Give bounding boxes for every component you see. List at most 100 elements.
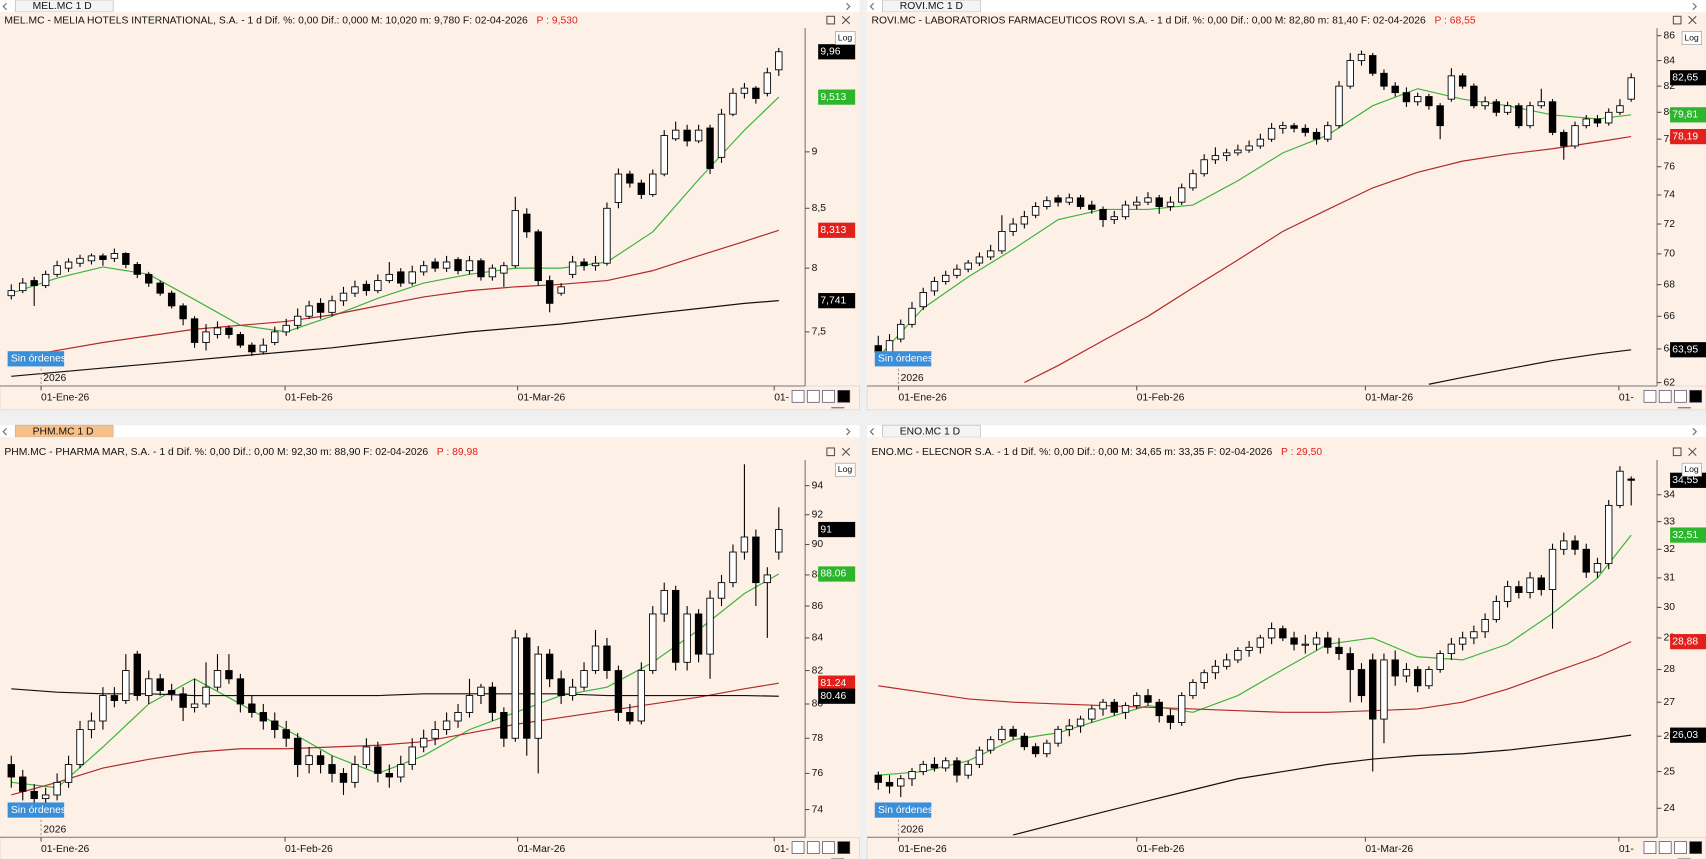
window-button[interactable] — [826, 15, 836, 25]
tab-arrow-left[interactable] — [2, 2, 7, 11]
y-tick-label: 32 — [1664, 544, 1676, 555]
candle-body-up — [1222, 659, 1231, 667]
chart-title: ROVI.MC - LABORATORIOS FARMACEUTICOS ROV… — [871, 15, 1426, 26]
orders-badge-label: Sin órdenes — [11, 354, 66, 365]
candle-body-up — [740, 536, 749, 553]
toolbar-button[interactable] — [837, 389, 851, 403]
moving-average — [11, 688, 779, 697]
toolbar-button[interactable] — [1643, 841, 1657, 854]
candle-body-up — [660, 589, 668, 615]
price-tag-label: 26,03 — [1672, 730, 1698, 741]
candle-body-down — [534, 231, 542, 282]
log-button[interactable] — [1681, 462, 1702, 477]
candle-body-down — [133, 653, 141, 696]
tab-arrow-right[interactable] — [846, 428, 851, 436]
close-button[interactable] — [841, 15, 851, 25]
toolbar-button[interactable] — [791, 389, 805, 403]
candle-body-down — [1425, 96, 1433, 107]
toolbar-button[interactable] — [1658, 841, 1672, 854]
price-tag — [1670, 527, 1706, 543]
candle-body-up — [1593, 563, 1602, 573]
candle-body-down — [1436, 105, 1444, 127]
candle-body-up — [568, 261, 577, 275]
log-button[interactable] — [1681, 31, 1702, 45]
candle-body-up — [1256, 637, 1265, 648]
x-tick-label: 01-Mar-26 — [1365, 393, 1413, 404]
candle-body-up — [1043, 200, 1051, 207]
window-button[interactable] — [826, 447, 836, 457]
tab-arrow-right[interactable] — [1692, 428, 1697, 436]
year-label: 2026 — [43, 824, 66, 835]
close-button[interactable] — [841, 447, 851, 456]
moving-average — [1428, 349, 1632, 385]
candle-body-up — [408, 746, 416, 765]
candle-body-down — [1560, 131, 1568, 147]
toolbar-button[interactable] — [806, 389, 820, 403]
window-button[interactable] — [1672, 15, 1682, 25]
toolbar-button[interactable] — [1689, 389, 1703, 403]
tab-arrow-right[interactable] — [846, 2, 851, 11]
toolbar-button[interactable] — [1643, 389, 1657, 403]
candle-body-down — [397, 271, 405, 284]
toolbar-button[interactable] — [806, 841, 820, 854]
bottom-bar — [866, 385, 1706, 411]
candle-body-up — [1616, 105, 1624, 113]
price-tag-label: 34,55 — [1672, 475, 1698, 486]
candle-body-down — [545, 280, 554, 304]
candle-body-up — [1211, 665, 1220, 674]
toolbar-button[interactable] — [837, 841, 851, 854]
candle-body-up — [763, 574, 772, 584]
x-tick-label: 01-Feb-26 — [285, 844, 333, 855]
toolbar-button[interactable] — [1674, 389, 1687, 403]
candle-body-up — [986, 250, 995, 258]
tab-arrow-left[interactable] — [869, 428, 875, 436]
candle-body-down — [1031, 746, 1040, 755]
x-tick-label: 01- — [774, 393, 789, 404]
tab-arrow-left[interactable] — [2, 428, 7, 436]
candle-body-up — [649, 173, 657, 195]
toolbar-button[interactable] — [822, 841, 835, 854]
candle-body-down — [1009, 728, 1017, 737]
toolbar-button[interactable] — [1689, 841, 1703, 854]
candle-body-down — [282, 729, 290, 739]
toolbar-button[interactable] — [1674, 841, 1687, 854]
price-tag-label: 28,88 — [1672, 636, 1698, 647]
toolbar-button[interactable] — [791, 841, 805, 854]
tab-arrow-right[interactable] — [1692, 2, 1697, 11]
window-button[interactable] — [1672, 447, 1682, 457]
candle-body-down — [1582, 548, 1590, 573]
candle-body-up — [431, 729, 439, 739]
candle-body-up — [1020, 216, 1029, 225]
log-button[interactable] — [835, 31, 856, 45]
price-tag — [1670, 634, 1706, 650]
close-button[interactable] — [1688, 447, 1697, 456]
candle-body-up — [964, 763, 972, 776]
moving-average — [11, 682, 779, 796]
y-tick-label: 80 — [1664, 107, 1676, 118]
log-button[interactable] — [835, 462, 856, 477]
price-tag — [1670, 128, 1706, 145]
candle-body-up — [1605, 504, 1613, 564]
tab-label: ENO.MC 1 D — [900, 426, 960, 437]
candle-body-up — [897, 778, 905, 787]
candle-body-down — [248, 344, 256, 353]
candle-body-down — [259, 712, 267, 722]
y-tick-label: 88 — [812, 570, 824, 581]
candle-body-down — [1537, 577, 1545, 591]
price-tag — [1670, 727, 1706, 743]
candle-body-up — [975, 256, 984, 264]
toolbar-button[interactable] — [1658, 389, 1672, 403]
candle-body-up — [122, 670, 130, 702]
toolbar-button[interactable] — [822, 389, 835, 403]
y-tick-label: 29 — [1664, 633, 1676, 644]
candle-body-up — [1189, 682, 1197, 697]
close-button[interactable] — [1688, 15, 1697, 25]
candle-body-up — [1503, 586, 1512, 602]
tab-arrow-left[interactable] — [869, 2, 875, 11]
tab-bar — [0, 425, 860, 438]
candle-body-up — [1582, 118, 1590, 127]
x-tick-label: 01-Feb-26 — [1137, 844, 1185, 855]
candle-body-up — [1177, 695, 1186, 723]
candle-body-up — [706, 597, 714, 655]
price-tag-label: 7,741 — [820, 295, 846, 306]
